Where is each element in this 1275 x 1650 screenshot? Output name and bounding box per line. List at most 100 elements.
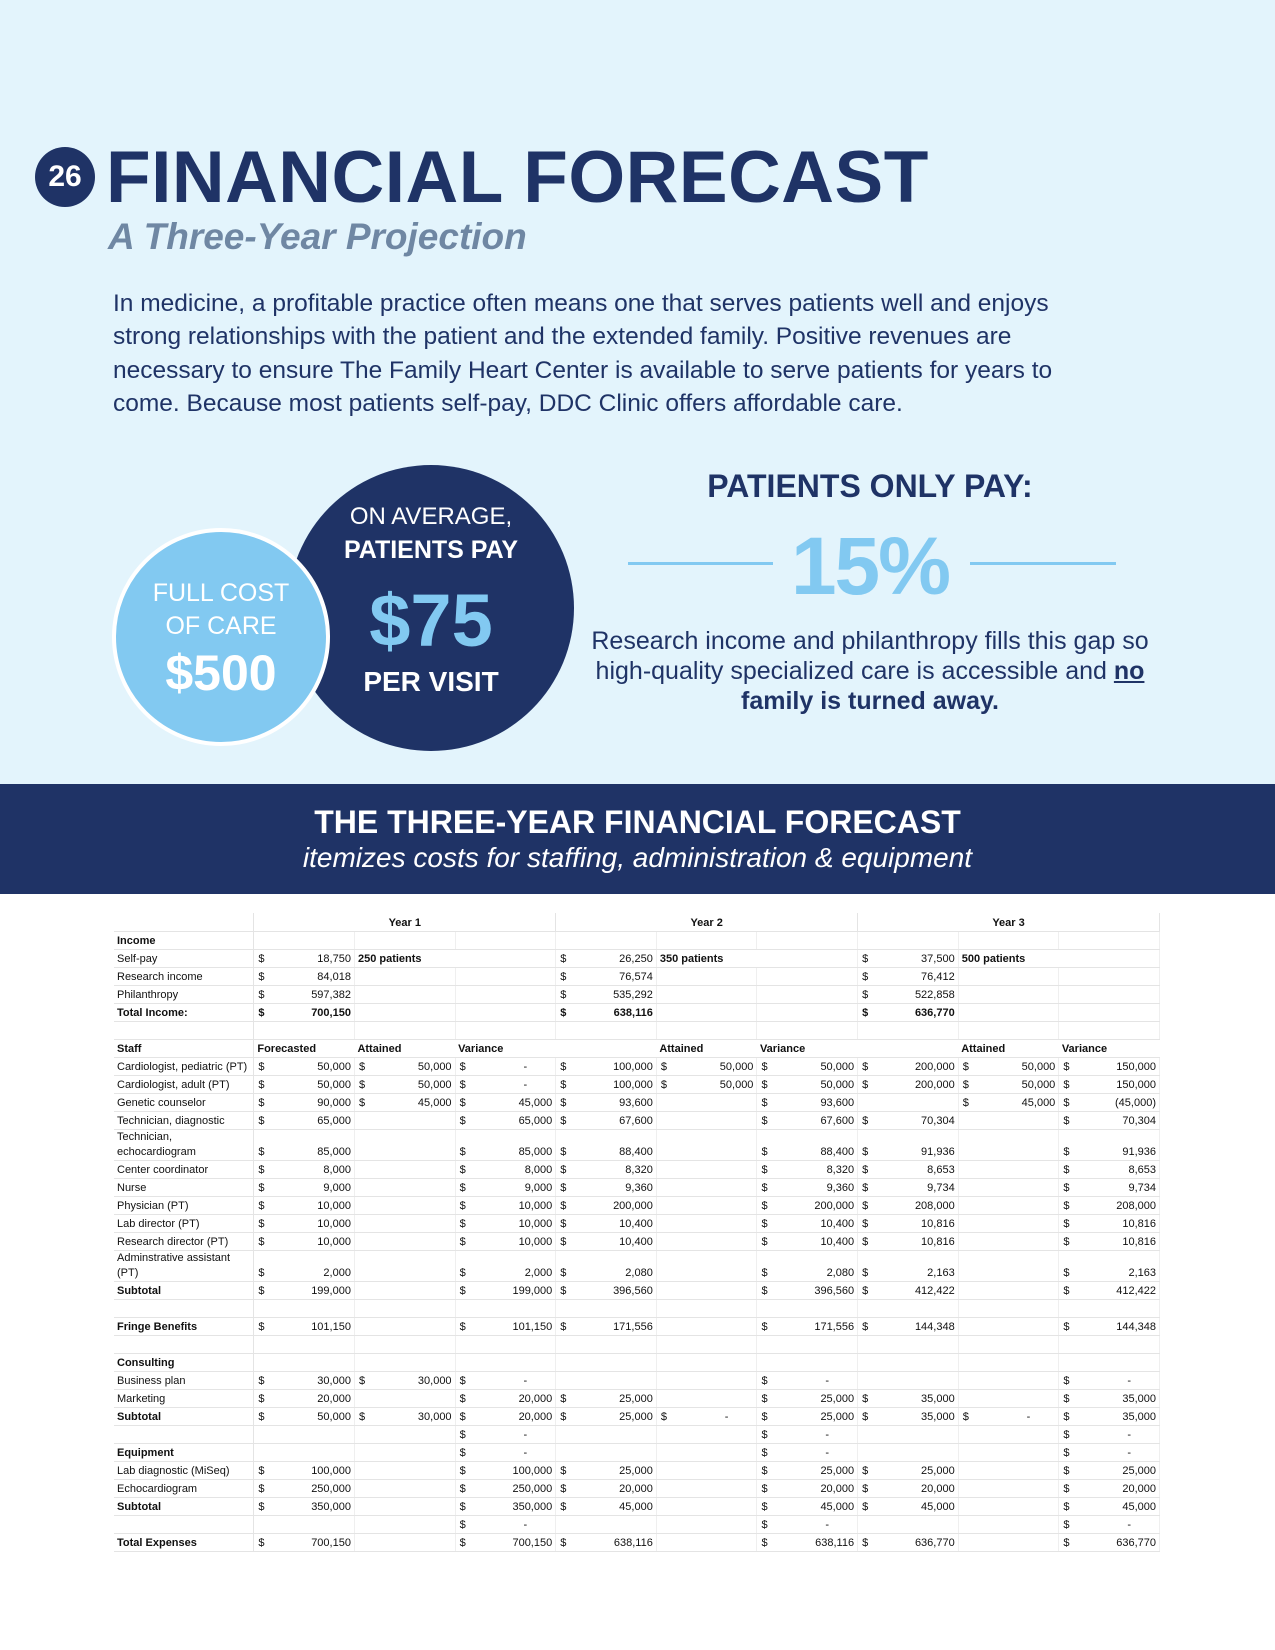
dollar-sign	[857, 1093, 876, 1112]
table-row	[114, 1021, 1160, 1040]
table-row: Total Income: $700,150 $638,116 $636,770	[114, 1003, 1160, 1022]
cell-value	[674, 1214, 758, 1233]
cell-value: 10,000	[473, 1232, 557, 1251]
cell-value: 50,000	[271, 1407, 355, 1426]
cell-value: 8,653	[875, 1160, 959, 1179]
column-header: Attained	[958, 1039, 1059, 1058]
dollar-sign	[354, 931, 373, 950]
dollar-sign	[958, 1515, 977, 1534]
dollar-sign: $	[455, 1178, 474, 1197]
cell-value: 9,734	[1076, 1178, 1160, 1197]
dollar-sign	[354, 1335, 373, 1354]
cell-value	[775, 1003, 859, 1022]
cell-value	[976, 1281, 1060, 1300]
cell-value: 50,000	[674, 1075, 758, 1094]
cell-value: 45,000	[1076, 1497, 1160, 1516]
cell-value	[674, 985, 758, 1004]
page-number-badge: 26	[35, 147, 95, 207]
cell-value: 2,163	[1076, 1250, 1160, 1282]
row-label: Echocardiogram	[114, 1479, 255, 1498]
dollar-sign: $	[857, 1497, 876, 1516]
cell-value: 9,000	[271, 1178, 355, 1197]
dollar-sign	[354, 1317, 373, 1336]
table-row: Lab director (PT) $10,000 $10,000 $10,400 $1…	[114, 1214, 1160, 1233]
dollar-sign	[756, 967, 776, 986]
dollar-sign: $	[857, 1214, 876, 1233]
dollar-sign: $	[1058, 1317, 1077, 1336]
cell-value	[875, 1335, 959, 1354]
cell-value	[775, 967, 859, 986]
dollar-sign: $	[253, 1093, 272, 1112]
dollar-sign: $	[455, 1250, 474, 1282]
full-cost-line2: OF CARE	[165, 612, 277, 640]
dollar-sign	[455, 1021, 474, 1040]
dollar-sign: $	[756, 1497, 776, 1516]
cell-value: 10,000	[271, 1232, 355, 1251]
cell-value	[976, 931, 1060, 950]
dollar-sign	[656, 1250, 675, 1282]
dollar-sign: $	[253, 985, 272, 1004]
dollar-sign: $	[756, 1178, 776, 1197]
table-row: Income	[114, 931, 1160, 950]
cell-value	[875, 1425, 959, 1444]
cell-value	[573, 1515, 657, 1534]
dollar-sign: $	[555, 1389, 574, 1408]
cell-value	[372, 1250, 456, 1282]
dollar-sign	[555, 1021, 574, 1040]
cell-value	[1076, 1299, 1160, 1318]
table-row: $ - $ - $ -	[114, 1425, 1160, 1444]
dollar-sign	[958, 1196, 977, 1215]
cell-value: 9,360	[573, 1178, 657, 1197]
row-label: Center coordinator	[114, 1160, 255, 1179]
cell-value: 90,000	[271, 1093, 355, 1112]
table-row: Consulting	[114, 1353, 1160, 1372]
cell-value: 50,000	[775, 1057, 859, 1076]
dollar-sign	[354, 1461, 373, 1480]
row-label: Research income	[114, 967, 255, 986]
row-label: Adminstrative assistant (PT)	[114, 1250, 255, 1282]
cell-value: 20,000	[473, 1407, 557, 1426]
full-cost-amount: $500	[165, 645, 277, 701]
table-row: Equipment $ - $ - $ -	[114, 1443, 1160, 1462]
cell-value: -	[976, 1407, 1060, 1426]
cell-value	[775, 985, 859, 1004]
cell-value: 171,556	[573, 1317, 657, 1336]
dollar-sign: $	[756, 1093, 776, 1112]
cell-value	[775, 931, 859, 950]
cell-value: 100,000	[473, 1461, 557, 1480]
dollar-sign	[354, 1353, 373, 1372]
dollar-sign: $	[1058, 1111, 1077, 1130]
dollar-sign	[958, 931, 977, 950]
cell-value	[1076, 949, 1160, 968]
cell-value: 93,600	[573, 1093, 657, 1112]
dollar-sign	[756, 1021, 776, 1040]
cell-value	[372, 1178, 456, 1197]
dollar-sign	[857, 1425, 876, 1444]
patient-count-note: 350 patients	[656, 949, 757, 968]
cell-value	[372, 1533, 456, 1552]
cell-value	[976, 1443, 1060, 1462]
dollar-sign: $	[455, 1160, 474, 1179]
dollar-sign	[555, 1443, 574, 1462]
cell-value	[372, 1160, 456, 1179]
table-row: Technician, echocardiogram $85,000 $85,000…	[114, 1129, 1160, 1161]
dollar-sign: $	[455, 1075, 474, 1094]
dollar-sign	[958, 1214, 977, 1233]
cell-value	[1076, 967, 1160, 986]
dollar-sign	[354, 1281, 373, 1300]
dollar-sign: $	[555, 1497, 574, 1516]
cell-value: -	[775, 1515, 859, 1534]
dollar-sign: $	[555, 1214, 574, 1233]
dollar-sign	[455, 931, 474, 950]
cell-value	[372, 1461, 456, 1480]
table-row: Genetic counselor $90,000 $45,000 $45,000 $9…	[114, 1093, 1160, 1112]
row-label	[114, 1021, 255, 1040]
column-header: Variance	[455, 1039, 556, 1058]
cell-value: 20,000	[473, 1389, 557, 1408]
dollar-sign	[958, 1479, 977, 1498]
row-label	[114, 1425, 255, 1444]
dollar-sign	[354, 1129, 373, 1161]
cell-value: 396,560	[775, 1281, 859, 1300]
cell-value: 65,000	[473, 1111, 557, 1130]
cell-value: 26,250	[573, 949, 657, 968]
